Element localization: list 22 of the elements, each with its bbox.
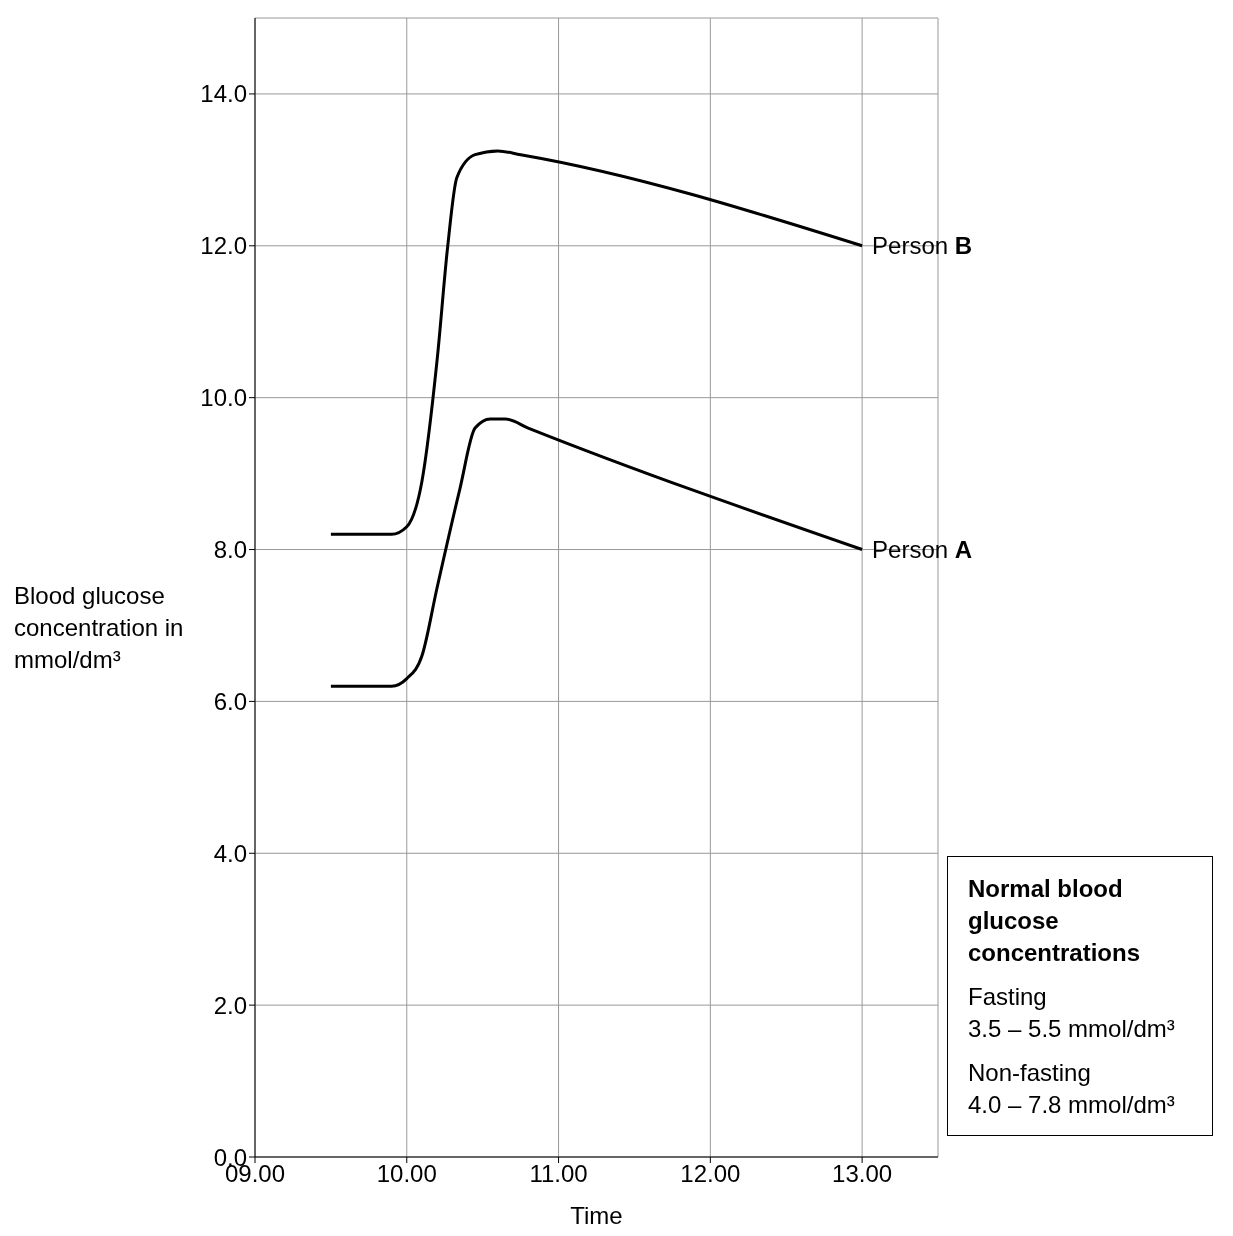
y-tick-label: 4.0 [213,839,247,867]
line-series [329,149,864,536]
x-tick-label: 11.00 [529,1160,588,1188]
x-tick-label: 10.00 [376,1160,437,1188]
text: 3.5 – 5.5 mmol/dm³ [968,1015,1175,1042]
series-label: Person B [872,231,973,259]
series-label: Person A [872,535,973,563]
y-tick-label: 12.0 [200,232,247,260]
x-tick-label: 13.00 [832,1160,893,1188]
y-tick-label: 2.0 [213,991,247,1019]
y-axis-title: Blood glucose concentration in mmol/dm³ [14,582,184,673]
y-tick-label: 6.0 [213,687,247,715]
text: Normal blood glucose concentrations [968,875,1141,966]
text: Non-fasting [968,1059,1091,1086]
y-tick-label: 14.0 [200,80,247,108]
y-tick-label: 10.0 [200,384,247,412]
line-series [329,417,864,688]
y-tick-label: 8.0 [213,536,247,564]
text: 4.0 – 7.8 mmol/dm³ [968,1091,1175,1118]
x-axis-title: Time [570,1202,623,1229]
x-tick-label: 12.00 [680,1160,741,1188]
text: Fasting [968,983,1047,1010]
